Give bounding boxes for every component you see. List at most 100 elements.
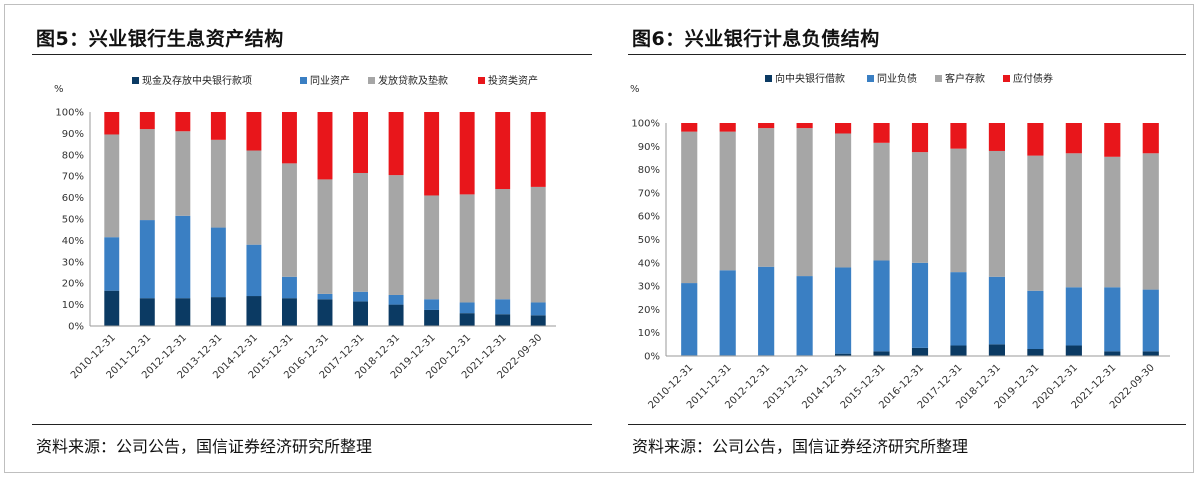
bar-segment (796, 128, 813, 277)
y-tick-label: 20% (62, 279, 84, 290)
bar-segment (424, 112, 440, 196)
bar-segment (175, 112, 191, 132)
bar-segment (1142, 289, 1159, 352)
bar-segment (495, 112, 511, 190)
bar-segment (317, 293, 333, 300)
bar-segment (281, 163, 297, 277)
bar-segment (719, 270, 736, 356)
y-tick-label: 0% (644, 352, 660, 363)
bar-segment (175, 298, 191, 326)
bar-segment (911, 347, 929, 356)
legend-swatch (1003, 75, 1010, 82)
bar-segment (530, 315, 546, 326)
bar-segment (681, 123, 698, 132)
bar-segment (139, 220, 155, 299)
bar-segment (873, 123, 890, 143)
y-tick-label: 20% (638, 305, 660, 316)
legend-swatch (300, 77, 307, 84)
bar-segment (1104, 156, 1121, 288)
bar-segment (139, 112, 155, 130)
bar-segment (1142, 153, 1159, 290)
bar-segment (139, 298, 155, 326)
bar-segment (530, 186, 546, 303)
bar-segment (459, 112, 475, 195)
legend-swatch (132, 77, 139, 84)
bar-segment (719, 131, 736, 271)
bar-segment (281, 112, 297, 164)
bar-segment (1065, 345, 1082, 356)
y-tick-label: 90% (638, 142, 660, 153)
bar-segment (388, 112, 404, 176)
legend-label: 投资类资产 (488, 74, 538, 87)
chart-panel-left: 图5：兴业银行生息资产结构 % 现金及存放中央银行款项 同业资产 发放贷款及垫款 投资类… (4, 4, 600, 473)
bar-segment (911, 123, 929, 153)
bar-segment (873, 351, 890, 356)
bar-segment (758, 123, 775, 129)
bar-segment (175, 215, 191, 299)
bar-segment (317, 179, 333, 294)
bar-segment (1065, 287, 1082, 346)
bar-segment (950, 123, 967, 149)
legend-swatch (765, 75, 772, 82)
bar-segment (873, 260, 890, 352)
bar-segment (796, 123, 813, 129)
bar-segment (950, 148, 967, 273)
bar-segment (1065, 153, 1082, 288)
bar-segment (911, 262, 929, 348)
bar-segment (210, 227, 226, 298)
y-tick-label: 90% (62, 129, 84, 140)
bar-segment (988, 344, 1005, 356)
bar-segment (388, 304, 404, 326)
legend-swatch (478, 77, 485, 84)
bar-segment (1104, 351, 1121, 356)
bar-segment (1104, 123, 1121, 157)
bar-segment (459, 313, 475, 326)
bar-segment (873, 142, 890, 261)
legend-label: 应付债券 (1013, 72, 1053, 85)
y-tick-label: 60% (62, 193, 84, 204)
bar-segment (530, 302, 546, 316)
bar-segment (681, 131, 698, 284)
bar-segment (104, 290, 120, 326)
bar-segment (353, 112, 369, 173)
bar-segment (796, 276, 813, 356)
y-unit-label: % (630, 84, 640, 95)
legend-label: 同业资产 (310, 74, 350, 87)
chart-left: % 现金及存放中央银行款项 同业资产 发放贷款及垫款 投资类资产 0% 10% 20% 30% 4… (54, 74, 556, 381)
bar-segment (495, 299, 511, 315)
source-note-left: 资料来源：公司公告，国信证券经济研究所整理 (36, 437, 373, 456)
title-rule-right (628, 54, 1186, 55)
bar-segment (317, 299, 333, 326)
bar-segment (424, 195, 440, 300)
bar-segment (911, 152, 929, 263)
y-tick-label: 100% (631, 119, 660, 130)
bar-segment (1027, 123, 1044, 156)
y-tick-label: 30% (62, 257, 84, 268)
bar-segment (719, 123, 736, 132)
bar-segment (139, 129, 155, 221)
bar-segment (210, 112, 226, 140)
bar-segment (281, 298, 297, 326)
bar-segment (758, 128, 775, 267)
bar-segment (246, 112, 262, 151)
bar-segment (988, 276, 1005, 345)
bar-segment (835, 133, 852, 268)
bar-segment (835, 267, 852, 354)
bar-segment (835, 353, 852, 356)
bar-segment (681, 283, 698, 356)
y-tick-label: 50% (62, 215, 84, 226)
bar-segment (1027, 290, 1044, 350)
y-tick-label: 60% (638, 212, 660, 223)
bar-segment (950, 345, 967, 356)
y-tick-label: 70% (62, 172, 84, 183)
bar-segment (246, 296, 262, 326)
bar-segment (246, 150, 262, 245)
y-tick-label: 10% (62, 300, 84, 311)
bar-segment (317, 112, 333, 180)
bar-segment (246, 244, 262, 297)
y-tick-label: 80% (62, 150, 84, 161)
legend-swatch (368, 77, 375, 84)
y-tick-label: 0% (68, 322, 84, 333)
bar-segment (1142, 351, 1159, 356)
bar-segment (495, 314, 511, 326)
